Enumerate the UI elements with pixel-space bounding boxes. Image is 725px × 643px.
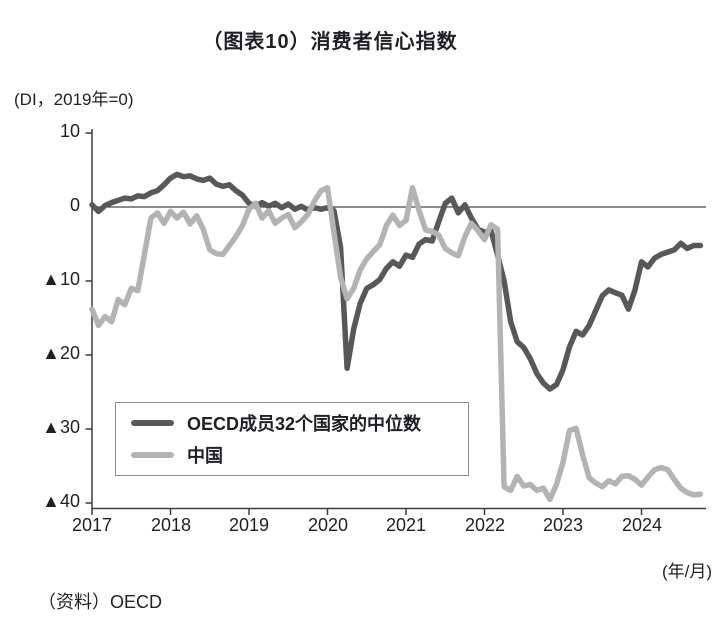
legend-label-oecd: OECD成员32个国家的中位数 <box>187 413 422 434</box>
oecd-median-line <box>89 171 704 392</box>
y-tick-label-neg20: ▲20 <box>42 343 80 363</box>
x-axis-unit-label: (年/月) <box>661 562 712 581</box>
y-tick-label-neg30: ▲30 <box>42 417 80 437</box>
oecd-line-swatch <box>131 419 174 426</box>
x-tick-label-2022: 2022 <box>464 515 506 535</box>
chart-title: （图表10）消费者信心指数 <box>202 31 458 53</box>
x-tick-label-2024: 2024 <box>621 515 663 535</box>
legend-item-china: 中国 <box>131 442 468 468</box>
x-tick-label-2023: 2023 <box>542 515 584 535</box>
legend-box: OECD成员32个国家的中位数 中国 <box>115 402 469 476</box>
y-tick-label-0: 0 <box>69 195 80 215</box>
x-tick-label-2020: 2020 <box>307 515 349 535</box>
source-note: （资料）OECD <box>38 592 163 612</box>
china-line-swatch <box>131 452 174 459</box>
y-tick-label-10: 10 <box>59 121 80 141</box>
x-tick-label-2018: 2018 <box>150 515 192 535</box>
y-tick-label-neg10: ▲10 <box>42 269 80 289</box>
y-tick-label-neg40: ▲40 <box>42 491 80 511</box>
x-tick-label-2017: 2017 <box>71 515 113 535</box>
y-axis-unit-label: (DI，2019年=0) <box>14 90 134 109</box>
china-line <box>89 185 704 503</box>
legend-label-china: 中国 <box>187 446 223 467</box>
x-tick-label-2021: 2021 <box>385 515 427 535</box>
legend-item-oecd: OECD成员32个国家的中位数 <box>131 410 468 436</box>
x-tick-label-2019: 2019 <box>228 515 270 535</box>
